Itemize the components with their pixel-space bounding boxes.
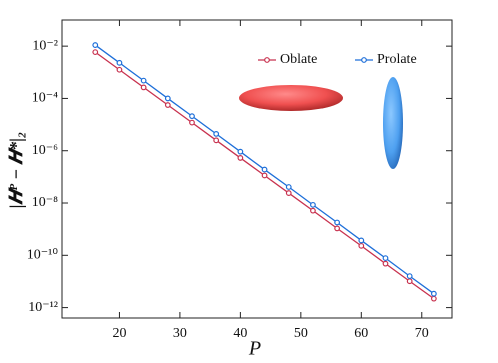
point: [358, 242, 365, 249]
x-tick-label: 50: [294, 326, 308, 341]
point: [116, 66, 123, 73]
y-tick-label: 10⁻⁴: [32, 91, 58, 106]
point: [261, 166, 268, 173]
x-tick-label: 60: [354, 326, 368, 341]
point: [334, 225, 341, 232]
y-tick-label: 10⁻⁶: [32, 143, 58, 158]
plot-frame: [61, 19, 453, 319]
point: [116, 59, 123, 66]
y-tick-label: 10⁻¹²: [28, 300, 58, 315]
point: [140, 77, 147, 84]
x-tick-label: 20: [112, 326, 126, 341]
legend-label: Prolate: [377, 52, 417, 67]
point: [358, 237, 365, 244]
point: [164, 95, 171, 102]
x-tick-label: 30: [173, 326, 187, 341]
point: [189, 119, 195, 126]
x-axis-label: P: [248, 338, 261, 360]
point: [285, 190, 292, 196]
point: [334, 219, 341, 226]
point: [92, 49, 99, 56]
legend-marker: [361, 57, 367, 63]
prolate-shape: [383, 77, 403, 169]
y-tick-label: 10⁻²: [32, 38, 58, 53]
point: [237, 155, 244, 161]
oblate-shape: [239, 85, 343, 111]
legend-label: Oblate: [280, 52, 317, 67]
point: [92, 42, 99, 48]
point: [430, 290, 437, 297]
point: [189, 113, 195, 120]
point: [382, 260, 389, 267]
y-axis-label: |𝑯ᴾ − 𝑯*|₂: [6, 132, 26, 209]
point: [382, 255, 389, 262]
point: [261, 172, 268, 179]
point: [310, 207, 316, 214]
x-tick-label: 70: [415, 326, 429, 341]
legend-marker: [264, 57, 270, 63]
point: [237, 148, 244, 155]
point: [213, 137, 220, 144]
point: [430, 295, 437, 302]
point: [406, 278, 413, 285]
point: [140, 84, 147, 91]
point: [164, 102, 171, 108]
y-tick-label: 10⁻¹⁰: [27, 248, 59, 263]
x-tick-label: 40: [233, 326, 247, 341]
point: [285, 184, 292, 190]
point: [406, 273, 413, 280]
point: [213, 131, 220, 137]
y-tick-label: 10⁻⁸: [32, 195, 58, 210]
point: [310, 201, 316, 208]
